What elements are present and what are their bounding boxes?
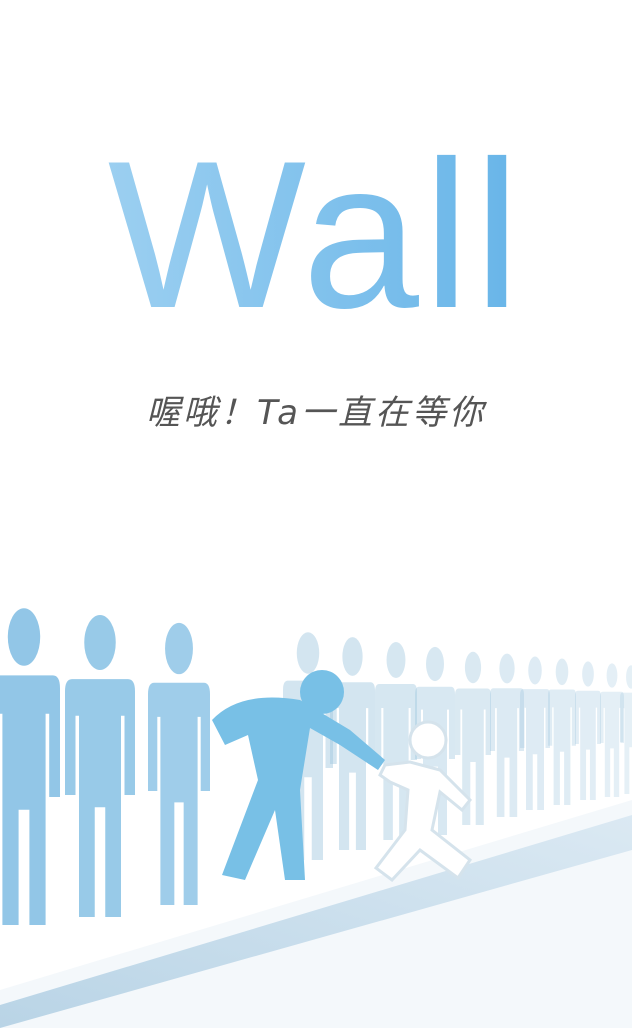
person (548, 658, 576, 805)
floor (0, 815, 632, 1028)
helping-person (212, 670, 385, 880)
running-person (373, 720, 473, 883)
person (65, 615, 135, 917)
person (0, 608, 60, 925)
tagline: 喔哦！Ta一直在等你 (145, 393, 487, 433)
person (490, 653, 524, 817)
person (620, 665, 632, 794)
crowd-near (0, 608, 210, 925)
person (575, 661, 601, 800)
person (148, 622, 210, 905)
person (520, 656, 550, 810)
app-logo: Wall (0, 130, 632, 340)
